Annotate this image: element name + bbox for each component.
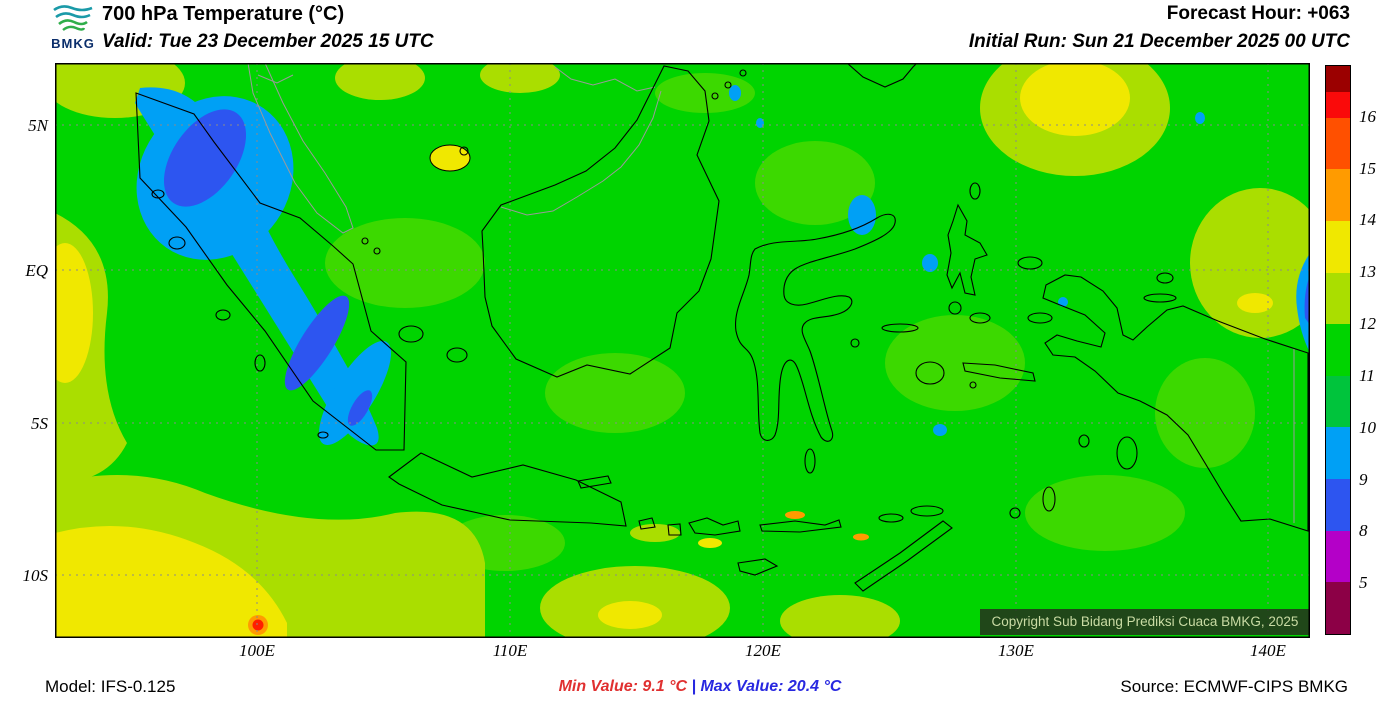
colorbar-segment-magenta <box>1326 530 1350 583</box>
colorbar-tick-label: 14 <box>1359 210 1376 230</box>
map-border <box>55 63 1310 638</box>
minmax-separator: | <box>691 678 696 695</box>
page-title: 700 hPa Temperature (°C) <box>102 3 345 25</box>
valid-time-label: Valid: Tue 23 December 2025 15 UTC <box>102 31 434 52</box>
gray-borders <box>247 62 1295 523</box>
minmax-line: Min Value: 9.1 °C | Max Value: 20.4 °C <box>0 678 1400 696</box>
colorbar-segment-yellow-green <box>1326 272 1350 325</box>
lat-label-5s: 5S <box>31 414 48 433</box>
colorbar-segment-red <box>1326 91 1350 118</box>
lon-label-110e: 110E <box>492 641 528 660</box>
copyright-box: Copyright Sub Bidang Prediksi Cuaca BMKG… <box>980 609 1310 635</box>
max-temp-spot <box>248 615 268 635</box>
colorbar-tick-label: 5 <box>1359 573 1368 593</box>
source-label: Source: ECMWF-CIPS BMKG <box>1120 677 1348 696</box>
colorbar-tick-label: 8 <box>1359 521 1368 541</box>
colorbar-tick-label: 15 <box>1359 158 1376 178</box>
min-value-label: Min Value: 9.1 °C <box>558 678 688 695</box>
coastlines <box>135 62 1309 592</box>
forecast-hour-label: Forecast Hour: +063 <box>1166 3 1350 24</box>
lon-label-130e: 130E <box>998 641 1034 660</box>
lon-label-140e: 140E <box>1250 641 1286 660</box>
field-mottle-green <box>325 73 1255 571</box>
bmkg-logo: BMKG <box>44 2 102 50</box>
colorbar-tick-label: 10 <box>1359 417 1376 437</box>
initial-run-label: Initial Run: Sun 21 December 2025 00 UTC <box>968 31 1350 52</box>
contour-ring <box>429 144 471 172</box>
colorbar-tick-label: 12 <box>1359 314 1376 334</box>
colorbar-segment-blue <box>1326 479 1350 531</box>
max-value-label: Max Value: 20.4 °C <box>700 678 842 695</box>
lon-label-120e: 120E <box>745 641 781 660</box>
temperature-map: Copyright Sub Bidang Prediksi Cuaca BMKG… <box>37 40 1330 650</box>
colorbar-segment-orange-red <box>1326 117 1350 170</box>
colorbar-segment-green-2 <box>1326 375 1350 428</box>
lat-label-eq: EQ <box>25 261 48 280</box>
bmkg-logo-text: BMKG <box>51 36 95 51</box>
colorbar-segment-light-blue <box>1326 427 1350 480</box>
colorbar-segment-dark-maroon <box>1326 582 1350 635</box>
colorbar-tick-label: 9 <box>1359 469 1368 489</box>
colorbar-tick-label: 11 <box>1359 365 1375 385</box>
lat-label-10s: 10S <box>22 566 49 585</box>
lat-label-5n: 5N <box>28 116 48 135</box>
colorbar-tick-label: 13 <box>1359 262 1376 282</box>
colorbar-segments <box>1325 65 1351 635</box>
colorbar-segment-dark-red <box>1326 66 1350 92</box>
map-panel: Copyright Sub Bidang Prediksi Cuaca BMKG… <box>37 40 1330 650</box>
colorbar-segment-green <box>1326 324 1350 376</box>
colorbar: 16 15 14 13 12 11 10 9 8 5 <box>1325 65 1376 635</box>
colorbar-segment-orange <box>1326 169 1350 221</box>
field-orange <box>785 511 869 541</box>
model-label: Model: IFS-0.125 <box>45 677 176 696</box>
colorbar-ticks: 16 15 14 13 12 11 10 9 8 5 <box>1359 65 1393 635</box>
copyright-text: Copyright Sub Bidang Prediksi Cuaca BMKG… <box>992 614 1299 629</box>
colorbar-tick-label: 16 <box>1359 106 1376 126</box>
colorbar-segment-yellow <box>1326 220 1350 273</box>
bmkg-logo-icon <box>53 5 93 31</box>
lon-label-100e: 100E <box>239 641 275 660</box>
